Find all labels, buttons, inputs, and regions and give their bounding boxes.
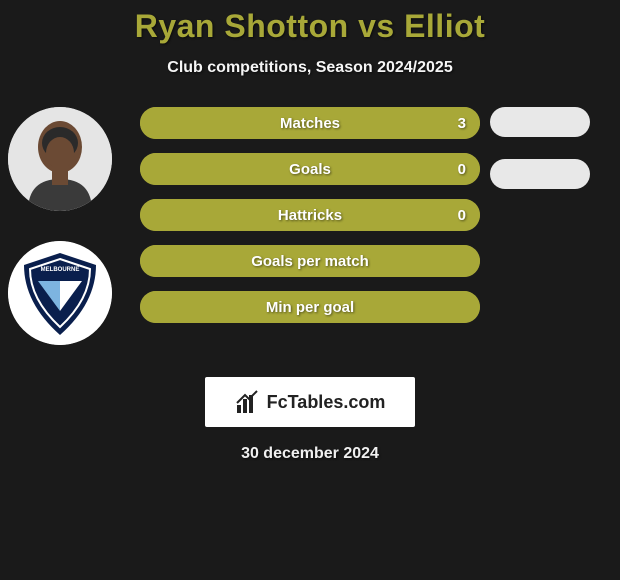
stat-label: Min per goal <box>140 291 480 323</box>
svg-text:MELBOURNE: MELBOURNE <box>41 267 80 273</box>
shield-icon: MELBOURNE <box>8 241 112 345</box>
stat-row-hattricks: Hattricks 0 <box>140 199 480 231</box>
stat-label: Hattricks <box>140 199 480 231</box>
stats-card: Ryan Shotton vs Elliot Club competitions… <box>0 0 620 463</box>
stat-label: Goals per match <box>140 245 480 277</box>
stat-row-min-per-goal: Min per goal <box>140 291 480 323</box>
club-badge: MELBOURNE <box>8 241 112 345</box>
chart-icon <box>235 389 261 415</box>
content-row: MELBOURNE Matches 3 Goals 0 Hattricks 0 <box>0 107 620 367</box>
stat-row-goals: Goals 0 <box>140 153 480 185</box>
opponent-pill <box>490 159 590 189</box>
stat-value: 3 <box>458 107 466 139</box>
brand-text: FcTables.com <box>267 392 386 413</box>
fctables-link[interactable]: FcTables.com <box>205 377 415 427</box>
person-icon <box>8 107 112 211</box>
player-avatar <box>8 107 112 211</box>
stat-row-matches: Matches 3 <box>140 107 480 139</box>
stat-value: 0 <box>458 199 466 231</box>
stat-value: 0 <box>458 153 466 185</box>
date-label: 30 december 2024 <box>0 445 620 463</box>
page-title: Ryan Shotton vs Elliot <box>0 8 620 45</box>
subtitle: Club competitions, Season 2024/2025 <box>0 59 620 77</box>
opponent-pill <box>490 107 590 137</box>
stats-bars: Matches 3 Goals 0 Hattricks 0 Goals per … <box>140 107 480 337</box>
stat-row-goals-per-match: Goals per match <box>140 245 480 277</box>
stat-label: Matches <box>140 107 480 139</box>
stat-label: Goals <box>140 153 480 185</box>
